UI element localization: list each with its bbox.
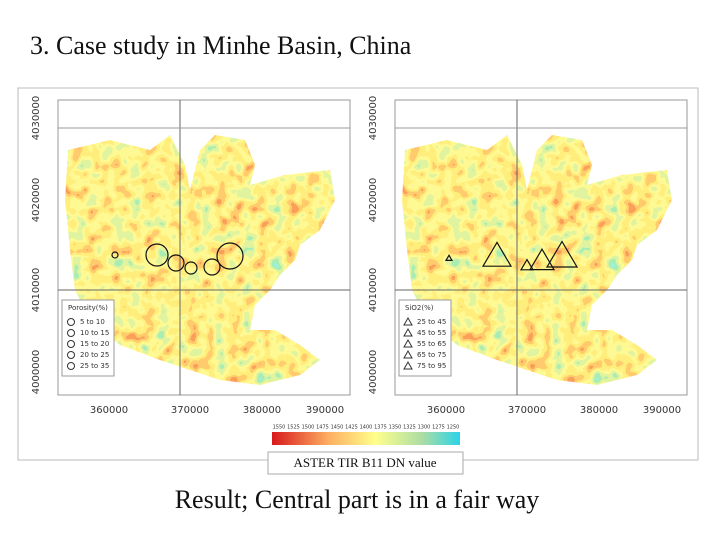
legend-item: 65 to 75 bbox=[417, 351, 446, 359]
legend-item: 5 to 10 bbox=[80, 318, 105, 326]
legend-item: 20 to 25 bbox=[80, 351, 109, 359]
legend-symbol bbox=[403, 349, 413, 359]
maps: 4030000 4020000 4010000 4000000 360000 370000… bbox=[31, 96, 688, 416]
x-tick-label: 380000 bbox=[243, 405, 281, 416]
legend-item: 25 to 45 bbox=[417, 318, 446, 326]
sio2-symbol bbox=[545, 240, 579, 268]
x-tick-label: 370000 bbox=[508, 405, 546, 416]
colorbar-label: 1550 bbox=[273, 425, 286, 431]
colorbar-label: 1475 bbox=[316, 425, 329, 431]
legend-item: 25 to 35 bbox=[80, 362, 109, 370]
y-tick-label: 4010000 bbox=[31, 268, 42, 313]
sio2-symbol bbox=[528, 248, 556, 271]
slide-title: 3. Case study in Minhe Basin, China bbox=[30, 31, 412, 60]
y-tick-label: 4030000 bbox=[368, 96, 379, 141]
colorbar-label: 1500 bbox=[302, 425, 315, 431]
legend-symbol bbox=[403, 316, 413, 326]
legend-item: 55 to 65 bbox=[417, 340, 446, 348]
x-tick-label: 370000 bbox=[171, 405, 209, 416]
map: 4030000 4020000 4010000 4000000 360000 370000… bbox=[368, 96, 688, 416]
colorbar-label: 1350 bbox=[389, 425, 402, 431]
y-tick-label: 4010000 bbox=[368, 268, 379, 313]
legend-symbol bbox=[403, 338, 413, 348]
porosity-symbol bbox=[203, 258, 221, 276]
y-tick-label: 4000000 bbox=[31, 350, 42, 395]
caption-box bbox=[267, 451, 464, 475]
porosity-symbol bbox=[145, 243, 169, 267]
x-tick-label: 360000 bbox=[90, 405, 128, 416]
y-tick-label: 4030000 bbox=[31, 96, 42, 141]
legend-item: 15 to 20 bbox=[80, 340, 109, 348]
colorbar-label: 1525 bbox=[287, 425, 300, 431]
porosity-symbol bbox=[111, 251, 119, 259]
colorbar-label: 1425 bbox=[345, 425, 358, 431]
legend-symbol bbox=[403, 327, 413, 337]
legend-item: 45 to 55 bbox=[417, 329, 446, 337]
legend-symbol bbox=[67, 340, 75, 348]
colorbar-label: 1400 bbox=[360, 425, 373, 431]
porosity-symbol bbox=[184, 261, 198, 275]
x-tick-label: 390000 bbox=[306, 405, 344, 416]
y-tick-label: 4020000 bbox=[31, 178, 42, 223]
colorbar-label: 1300 bbox=[418, 425, 431, 431]
y-tick-label: 4000000 bbox=[368, 350, 379, 395]
colorbar-label: 1275 bbox=[432, 425, 445, 431]
y-tick-label: 4020000 bbox=[368, 178, 379, 223]
porosity-symbol bbox=[216, 242, 244, 270]
legend-symbol bbox=[67, 351, 75, 359]
colorbar-label: 1325 bbox=[403, 425, 416, 431]
legend-symbol bbox=[403, 360, 413, 370]
sio2-symbol bbox=[481, 241, 513, 267]
legend-title: SiO2(%) bbox=[405, 304, 434, 312]
legend-symbol bbox=[67, 318, 75, 326]
legend-item: 75 to 95 bbox=[417, 362, 446, 370]
legend-symbol bbox=[67, 329, 75, 337]
legend-box bbox=[61, 299, 115, 377]
colorbar-labels: 1550 1525 1500 1475 1450 1425 1400 1375 1350 1325… bbox=[273, 425, 460, 431]
colorbar-label: 1450 bbox=[331, 425, 344, 431]
footer-text: Result; Central part is in a fair way bbox=[175, 485, 540, 514]
sio2-symbol bbox=[519, 258, 535, 271]
colorbar bbox=[272, 432, 460, 445]
colorbar-caption: ASTER TIR B11 DN value bbox=[294, 455, 437, 470]
colorbar-label: 1375 bbox=[374, 425, 387, 431]
legend-title: Porosity(%) bbox=[68, 304, 108, 312]
x-tick-label: 390000 bbox=[643, 405, 681, 416]
porosity-symbol bbox=[167, 254, 185, 272]
sio2-symbol bbox=[444, 254, 454, 261]
legend-item: 10 to 15 bbox=[80, 329, 109, 337]
x-tick-label: 380000 bbox=[580, 405, 618, 416]
legend-symbol bbox=[67, 362, 75, 370]
map: 4030000 4020000 4010000 4000000 360000 370000… bbox=[31, 96, 351, 416]
x-tick-label: 360000 bbox=[427, 405, 465, 416]
colorbar-label: 1250 bbox=[447, 425, 460, 431]
